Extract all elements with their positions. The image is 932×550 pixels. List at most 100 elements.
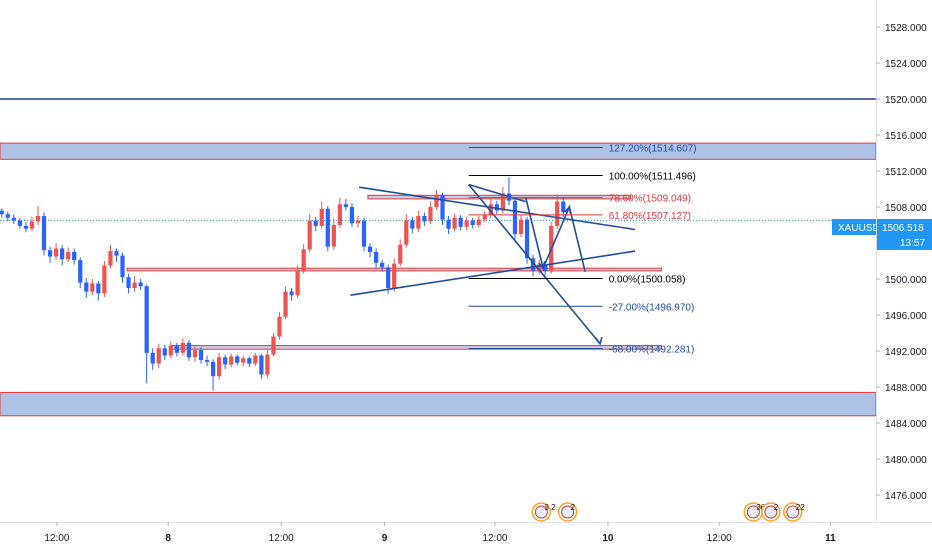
candle-body: [404, 220, 409, 245]
candle-body: [120, 255, 125, 278]
candle-body: [446, 219, 451, 229]
trendline: [350, 250, 636, 296]
candle-body: [186, 342, 192, 358]
candle-body: [500, 193, 506, 211]
event-badge[interactable]: 22: [783, 502, 805, 522]
price-tick-label: 1476.000: [885, 491, 927, 502]
fib-level-label: 127.20%(1514.607): [609, 144, 697, 155]
candle-body: [17, 220, 22, 226]
candle-body: [440, 195, 445, 220]
candle-body: [229, 356, 234, 365]
candle-body: [223, 357, 228, 365]
candle-body: [482, 215, 487, 220]
projected-path: [524, 196, 586, 272]
candle-body: [434, 195, 439, 207]
candle-body: [416, 216, 421, 229]
candle-body: [488, 204, 493, 216]
candle-body: [319, 208, 324, 226]
trendline: [468, 183, 601, 345]
candle-body: [307, 220, 312, 250]
price-tick-label: 1480.000: [885, 455, 927, 466]
candle-body: [386, 267, 391, 288]
candle-body: [84, 282, 89, 292]
event-count: 2: [774, 503, 779, 512]
candle-body: [60, 248, 65, 260]
candle-body: [192, 350, 198, 358]
candle-body: [210, 361, 216, 377]
candle-body: [422, 216, 427, 222]
candle-body: [476, 219, 481, 225]
candle-body: [132, 282, 137, 288]
time-axis[interactable]: 12:00 8 12:00 9 12:00 10 12:00 11: [44, 522, 836, 544]
price-tick-label: 1492.000: [885, 347, 927, 358]
price-zone: [0, 142, 877, 160]
candle-body: [247, 358, 252, 364]
support-resistance-zones: [0, 142, 877, 417]
time-tick-label: 12:00: [482, 533, 507, 544]
economic-event-badges: 3 2 2 36 2 22: [531, 502, 805, 522]
price-tick-label: 1500.000: [885, 275, 927, 286]
candle-body: [138, 282, 143, 287]
candle-body: [301, 249, 306, 271]
candle-body: [458, 217, 463, 227]
us-flag-icon: [746, 505, 760, 519]
current-price-tag: XAUUSD 1506.518 13:57: [832, 219, 932, 250]
candle-body: [174, 345, 179, 353]
candle-body: [518, 219, 524, 234]
candle-body: [126, 277, 131, 288]
candle-body: [265, 354, 270, 375]
event-badge[interactable]: 3 2: [531, 502, 556, 522]
price-axis[interactable]: 1528.000 1524.000 1520.000 1516.000 1512.000…: [876, 23, 927, 502]
candle-body: [277, 316, 282, 337]
candle-body: [313, 220, 318, 226]
candle-body: [283, 291, 288, 317]
time-tick-label: 12:00: [269, 533, 294, 544]
candle-body: [102, 265, 107, 294]
fib-level-label: 61.80%(1507.127): [609, 211, 691, 222]
candle-body: [114, 251, 119, 256]
candle-body: [216, 357, 222, 377]
candle-body: [11, 217, 16, 221]
time-tick-label: 12:00: [707, 533, 732, 544]
candle-body: [108, 251, 113, 266]
candle-body: [295, 270, 300, 296]
candle-body: [343, 204, 349, 207]
time-tick-label: 11: [825, 533, 836, 544]
price-tag-bg: [877, 219, 932, 235]
trendline: [468, 183, 526, 203]
arrow-head: [595, 336, 603, 346]
arrow-head: [538, 261, 546, 270]
candle-body: [204, 360, 210, 362]
candle-body: [373, 252, 379, 263]
candle-body: [235, 356, 240, 363]
time-tick-label: 8: [165, 533, 171, 544]
candle-body: [180, 342, 185, 353]
fibonacci-extension: 127.20%(1514.607) 100.00%(1511.496) 78.60%…: [468, 144, 697, 355]
us-flag-icon: [561, 505, 575, 519]
price-tick-label: 1488.000: [885, 383, 927, 394]
candle-body: [428, 207, 433, 222]
candle-body: [78, 260, 83, 283]
price-tag-value: 1506.518: [882, 223, 924, 234]
event-badge[interactable]: 2: [761, 502, 781, 522]
candle-body: [331, 225, 336, 247]
symbol-tag-bg: [832, 219, 876, 235]
candle-body: [96, 283, 101, 294]
candle-body: [494, 204, 499, 211]
candle-body: [367, 246, 373, 252]
candle-body: [23, 225, 29, 229]
candle-body: [355, 220, 361, 224]
candle-body: [241, 358, 246, 363]
arrow-head: [564, 205, 572, 215]
candle-body: [0, 210, 4, 215]
candle-body: [35, 216, 41, 222]
us-flag-icon: [786, 505, 800, 519]
candle-body: [259, 355, 264, 375]
event-badge[interactable]: 36: [743, 502, 766, 522]
candle-body: [162, 348, 167, 356]
candle-body: [530, 258, 536, 271]
event-badge[interactable]: 2: [557, 502, 578, 522]
candle-body: [537, 264, 542, 271]
candle-body: [464, 220, 469, 227]
